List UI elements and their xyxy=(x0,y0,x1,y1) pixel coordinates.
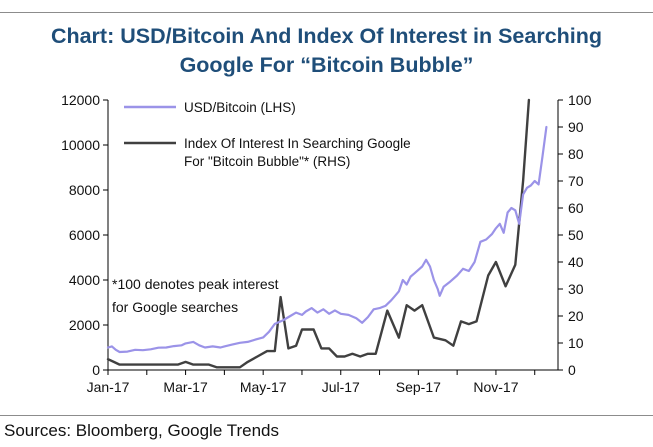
right-y-tick-label: 20 xyxy=(568,308,584,324)
annotation-line-2: for Google searches xyxy=(112,299,238,315)
bottom-rule xyxy=(0,415,653,416)
x-ticks: Jan-17 Mar-17 May-17 Jul-17 Sep-17 Nov-17 xyxy=(87,370,536,395)
left-y-tick-label: 0 xyxy=(92,362,100,378)
left-y-ticks: 0 2000 4000 6000 8000 10000 12000 xyxy=(61,92,108,378)
series-layer xyxy=(106,98,548,369)
chart-title: Chart: USD/Bitcoin And Index Of Interest… xyxy=(0,22,653,80)
right-y-ticks: 0 10 20 30 40 50 60 70 80 90 100 xyxy=(558,92,592,378)
x-tick-label: Mar-17 xyxy=(163,379,208,395)
x-tick-label: Nov-17 xyxy=(473,379,518,395)
right-y-tick-label: 70 xyxy=(568,173,584,189)
right-y-tick-label: 90 xyxy=(568,119,584,135)
series-line-usd-bitcoin xyxy=(106,125,548,354)
left-y-tick-label: 6000 xyxy=(69,227,100,243)
legend: USD/Bitcoin (LHS) Index Of Interest In S… xyxy=(124,100,411,169)
left-y-tick-label: 10000 xyxy=(61,137,100,153)
annotation-line-1: *100 denotes peak interest xyxy=(112,276,279,292)
right-y-tick-label: 0 xyxy=(568,362,576,378)
top-rule xyxy=(0,12,653,13)
chart-title-line-2: Google For “Bitcoin Bubble” xyxy=(179,53,474,77)
source-note: Sources: Bloomberg, Google Trends xyxy=(4,421,279,440)
left-y-tick-label: 8000 xyxy=(69,182,100,198)
right-y-tick-label: 100 xyxy=(568,92,592,108)
right-y-tick-label: 80 xyxy=(568,146,584,162)
right-y-tick-label: 50 xyxy=(568,227,584,243)
legend-label-usd-bitcoin: USD/Bitcoin (LHS) xyxy=(184,100,296,115)
x-tick-label: Jan-17 xyxy=(87,379,130,395)
annotation: *100 denotes peak interest for Google se… xyxy=(112,276,279,315)
legend-label-search-index-line-1: Index Of Interest In Searching Google xyxy=(184,136,411,151)
left-y-tick-label: 4000 xyxy=(69,272,100,288)
chart-title-line-1: Chart: USD/Bitcoin And Index Of Interest… xyxy=(50,24,603,48)
legend-label-search-index-line-2: For "Bitcoin Bubble"* (RHS) xyxy=(184,154,350,169)
right-y-tick-label: 10 xyxy=(568,335,584,351)
x-tick-label: Sep-17 xyxy=(396,379,441,395)
series-line-search-index xyxy=(106,98,531,369)
right-y-tick-label: 40 xyxy=(568,254,584,270)
right-y-tick-label: 30 xyxy=(568,281,584,297)
left-y-tick-label: 12000 xyxy=(61,92,100,108)
x-tick-label: Jul-17 xyxy=(322,379,360,395)
right-y-tick-label: 60 xyxy=(568,200,584,216)
left-y-tick-label: 2000 xyxy=(69,317,100,333)
x-tick-label: May-17 xyxy=(240,379,287,395)
